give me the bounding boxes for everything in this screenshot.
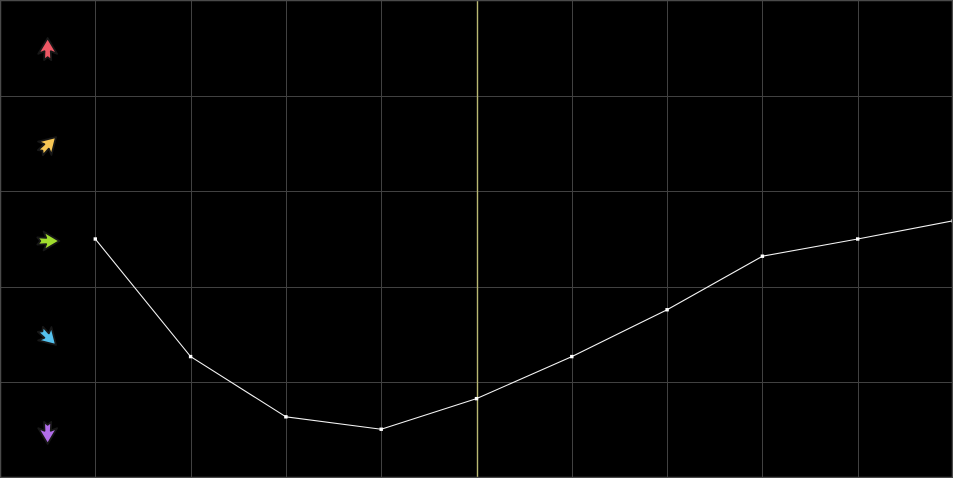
data-point-marker: [379, 427, 383, 431]
trend-line: [94, 220, 953, 430]
trend-falling-arrow-icon: [36, 325, 57, 346]
trend-falling-fast-arrow-icon: [37, 421, 58, 445]
data-point-markers: [93, 219, 953, 431]
data-point-marker: [856, 237, 860, 241]
trend-rising-fast-arrow-icon: [37, 37, 58, 62]
data-point-marker: [93, 237, 97, 241]
trend-rising-arrow-icon: [36, 136, 57, 157]
data-point-marker: [570, 354, 574, 359]
data-point-marker: [284, 415, 288, 419]
data-point-marker: [665, 308, 669, 312]
data-point-marker: [474, 396, 479, 401]
trend-axis-icons: [36, 37, 61, 445]
data-point-marker: [188, 354, 193, 359]
data-point-marker: [760, 254, 765, 258]
trend-steady-arrow-icon: [36, 230, 61, 252]
